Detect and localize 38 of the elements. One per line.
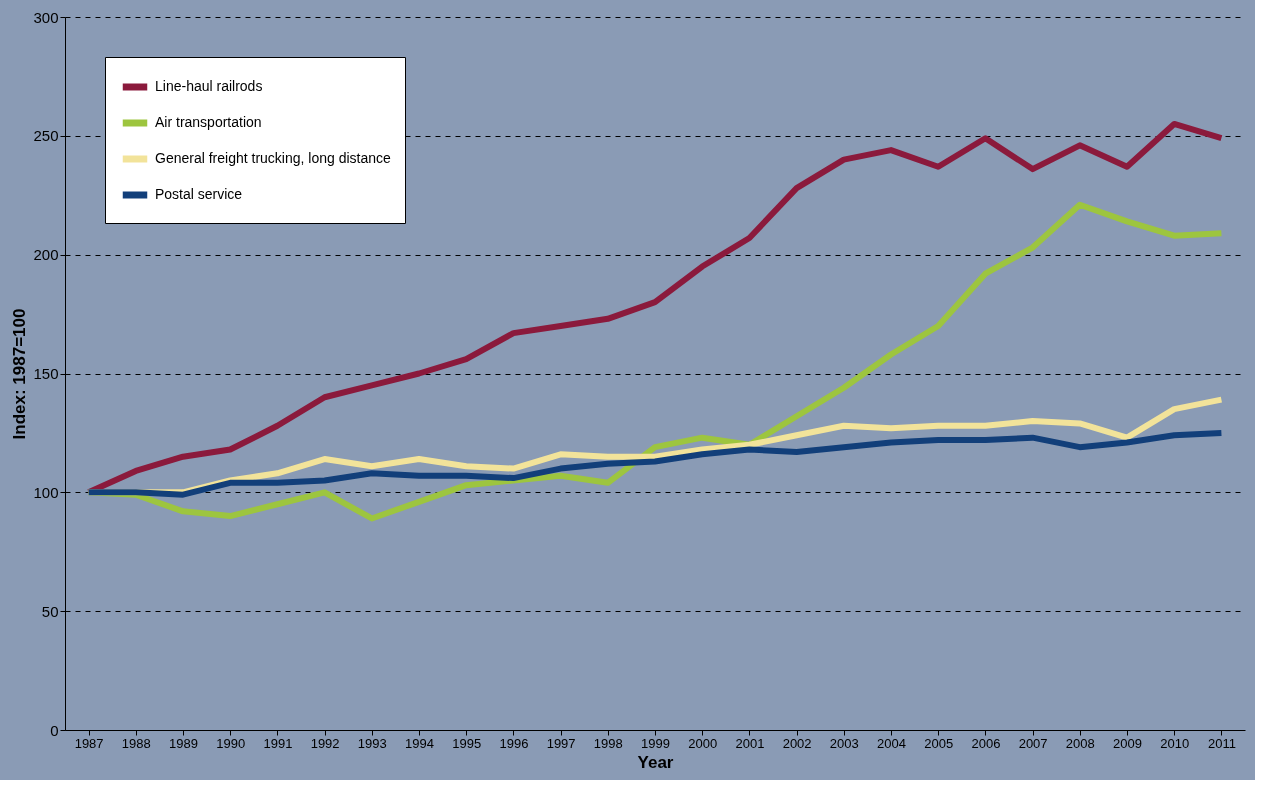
x-tick-label: 1988 <box>121 735 151 751</box>
x-tick-label: 1999 <box>641 735 670 751</box>
x-tick-label: 1994 <box>405 735 434 751</box>
x-tick-label: 1990 <box>216 735 246 751</box>
x-tick-label: 2010 <box>1160 735 1190 751</box>
y-axis-title: Index: 1987=100 <box>10 308 30 440</box>
y-tick-label: 50 <box>41 602 59 620</box>
x-tick-label: 2003 <box>829 735 859 751</box>
x-tick-label: 1992 <box>310 735 340 751</box>
x-tick-label: 2006 <box>971 735 1001 751</box>
x-tick-label: 2001 <box>735 735 765 751</box>
y-tick-label: 0 <box>50 721 59 739</box>
legend-label: Postal service <box>155 186 243 202</box>
x-tick-label: 2000 <box>688 735 718 751</box>
legend-label: Air transportation <box>155 114 262 130</box>
x-tick-label: 2004 <box>877 735 906 751</box>
y-tick-label: 250 <box>33 127 59 145</box>
y-tick-label: 200 <box>33 246 59 264</box>
x-tick-label: 2005 <box>924 735 954 751</box>
x-tick-label: 2002 <box>782 735 812 751</box>
y-tick-label: 150 <box>33 365 59 382</box>
legend-label: General freight trucking, long distance <box>155 150 392 166</box>
x-tick-label: 1995 <box>452 735 482 751</box>
x-tick-label: 1998 <box>593 735 623 751</box>
x-tick-label: 1991 <box>263 735 293 751</box>
x-axis-title: Year <box>637 752 674 772</box>
y-tick-label: 300 <box>33 8 59 26</box>
x-tick-label: 1997 <box>546 735 576 751</box>
x-tick-label: 2011 <box>1207 735 1236 751</box>
x-tick-label: 2009 <box>1113 735 1142 751</box>
x-tick-label: 1993 <box>357 735 387 751</box>
x-tick-label: 2008 <box>1065 735 1095 751</box>
y-tick-label: 100 <box>33 483 59 501</box>
x-tick-label: 1996 <box>499 735 529 751</box>
x-tick-label: 2007 <box>1018 735 1048 751</box>
legend-label: Line-haul railrods <box>155 78 263 94</box>
x-tick-label: 1989 <box>169 735 198 751</box>
x-tick-label: 1987 <box>74 735 104 751</box>
